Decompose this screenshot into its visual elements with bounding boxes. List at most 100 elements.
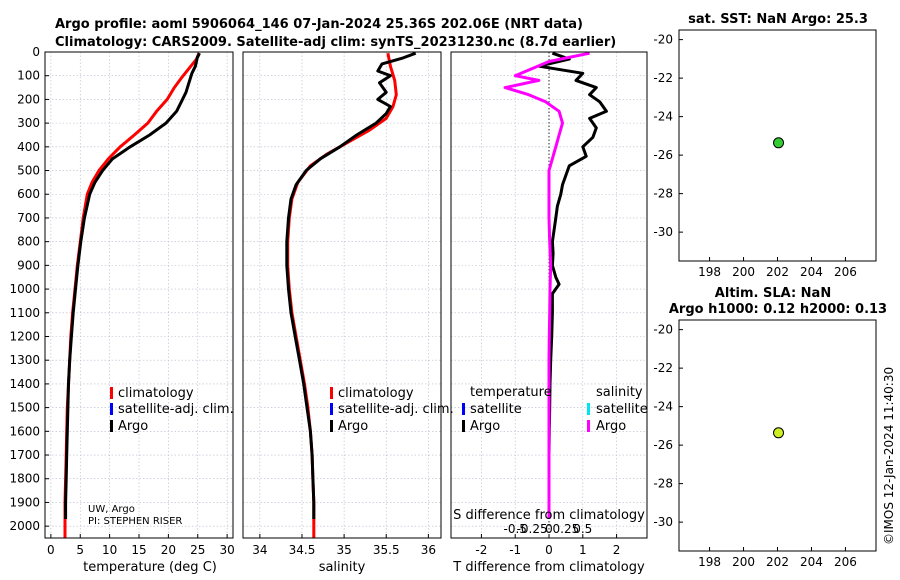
y-tick-label: 300 [17, 116, 40, 130]
y-tick-label: 1000 [9, 282, 40, 296]
legend-climatology-label: climatology [338, 386, 414, 401]
series-line-climatology [63, 52, 201, 538]
sla-map-ticks: 198 200 202 204 206 -20 -22 -24 -26 -28 -30 [653, 323, 856, 569]
y-tick-label: 1200 [9, 329, 40, 343]
legend-argo-swatch [330, 420, 333, 432]
map-x-tick-label: 198 [698, 265, 721, 279]
x-tick-label: 0 [545, 543, 553, 557]
salinity-legend: climatology satellite-adj. clim. Argo [330, 386, 454, 434]
legend-satellite-swatch [110, 403, 113, 415]
x-tick-label: 0 [47, 543, 55, 557]
temperature-panel: 0 5 10 15 20 25 30 0 100 200 300 400 500 600 700 800 90… [9, 45, 234, 575]
sla-map-points [773, 427, 785, 439]
series-line-argo [285, 51, 417, 519]
legend-satellite-label: satellite-adj. clim. [338, 402, 454, 417]
difference-series [503, 51, 608, 519]
argo-location-marker [773, 137, 785, 149]
map-y-tick-label: -26 [653, 148, 673, 162]
y-tick-label: 800 [17, 235, 40, 249]
legend-t-argo-swatch [462, 420, 465, 432]
legend-argo-label: Argo [118, 419, 148, 434]
sst-map-ticks: 198 200 202 204 206 -20 -22 -24 -26 -28 -30 [653, 33, 856, 279]
y-tick-label: 1800 [9, 472, 40, 486]
map-x-tick-label: 200 [732, 265, 755, 279]
x-tick-label: -1 [509, 543, 521, 557]
imos-timestamp: ©IMOS 12-Jan-2024 11:40:30 [882, 367, 896, 545]
x-tick-label: 25 [190, 543, 205, 557]
map-y-tick-label: -20 [653, 323, 673, 337]
y-tick-label: 900 [17, 258, 40, 272]
credit-line2: PI: STEPHEN RISER [88, 516, 182, 527]
y-tick-label: 700 [17, 211, 40, 225]
y-tick-label: 1700 [9, 448, 40, 462]
x-top-tick-label: 0 [545, 522, 553, 536]
salinity-grid [243, 51, 441, 538]
y-tick-label: 1900 [9, 495, 40, 509]
pressure-y-ticks: 0 100 200 300 400 500 600 700 800 900 1000 1100 1200… [9, 45, 49, 533]
credit-line1: UW, Argo [88, 504, 135, 515]
legend-s-argo-label: Argo [596, 419, 626, 434]
map-y-tick-label: -30 [653, 515, 673, 529]
legend-satellite-swatch [330, 403, 333, 415]
salinity-axes-frame [242, 51, 442, 539]
y-tick-label: 1600 [9, 424, 40, 438]
x-tick-label: -2 [475, 543, 487, 557]
difference-legend: temperature salinity satellite Argo sate… [462, 385, 648, 434]
legend-t-argo-label: Argo [470, 419, 500, 434]
y-tick-label: 500 [17, 164, 40, 178]
temperature-series [63, 52, 201, 538]
salinity-series [285, 51, 417, 538]
x-tick-label: 2 [613, 543, 621, 557]
map-x-tick-label: 202 [766, 265, 789, 279]
map-y-tick-label: -20 [653, 33, 673, 47]
y-tick-label: 200 [17, 92, 40, 106]
temperature-legend: climatology satellite-adj. clim. Argo [110, 386, 234, 434]
map-x-tick-label: 206 [834, 265, 857, 279]
legend-temperature-title: temperature [470, 385, 552, 400]
legend-salinity-title: salinity [596, 385, 643, 400]
legend-s-argo-swatch [587, 420, 590, 432]
x-top-tick-label: -0.25 [517, 522, 548, 536]
x-tick-label: 35 [336, 543, 351, 557]
x-tick-label: 34 [252, 543, 267, 557]
y-tick-label: 600 [17, 187, 40, 201]
figure-title-line1: Argo profile: aoml 5906064_146 07-Jan-20… [55, 17, 583, 32]
x-tick-label: 35.5 [373, 543, 400, 557]
t-difference-x-ticks: -2 -1 0 1 2 [475, 534, 620, 557]
map-x-tick-label: 202 [766, 555, 789, 569]
temperature-x-ticks: 0 5 10 15 20 25 30 [47, 534, 235, 557]
x-tick-label: 1 [579, 543, 587, 557]
map-x-tick-label: 204 [800, 555, 823, 569]
s-difference-x-ticks: -0.5-0.250 0.250.5 [503, 522, 592, 536]
map-y-tick-label: -26 [653, 438, 673, 452]
sla-title-line1: Altim. SLA: NaN [715, 286, 831, 301]
s-difference-label: S difference from climatology [453, 508, 645, 523]
sla-map-panel: Altim. SLA: NaN Argo h1000: 0.12 h2000: … [653, 286, 887, 569]
t-difference-x-label: T difference from climatology [452, 560, 645, 575]
y-tick-label: 1400 [9, 377, 40, 391]
map-y-tick-label: -30 [653, 225, 673, 239]
y-tick-label: 0 [32, 45, 40, 59]
series-line-argo [64, 52, 201, 519]
difference-panel: -2 -1 0 1 2 -0.5-0.250 0.250.5 S difference f… [450, 51, 648, 575]
salinity-panel: 34 34.5 35 35.5 36 salinity climatology sate… [242, 51, 454, 575]
y-tick-label: 100 [17, 69, 40, 83]
argo-location-marker [773, 427, 785, 439]
x-top-tick-label: -0.5 [503, 522, 526, 536]
sst-map-panel: sat. SST: NaN Argo: 25.3 198 200 202 204 206… [653, 12, 877, 279]
map-x-tick-label: 204 [800, 265, 823, 279]
legend-satellite-label: satellite-adj. clim. [118, 402, 234, 417]
map-x-tick-label: 206 [834, 555, 857, 569]
x-tick-label: 34.5 [289, 543, 316, 557]
temperature-x-label: temperature (deg C) [83, 560, 217, 575]
x-tick-label: 5 [76, 543, 84, 557]
x-tick-label: 30 [219, 543, 234, 557]
legend-climatology-swatch [330, 387, 333, 399]
map-y-tick-label: -24 [653, 400, 673, 414]
x-tick-label: 10 [102, 543, 117, 557]
legend-s-satellite-label: satellite [596, 402, 648, 417]
legend-argo-label: Argo [338, 419, 368, 434]
series-line-climatology [286, 52, 398, 538]
salinity-x-label: salinity [319, 560, 366, 575]
